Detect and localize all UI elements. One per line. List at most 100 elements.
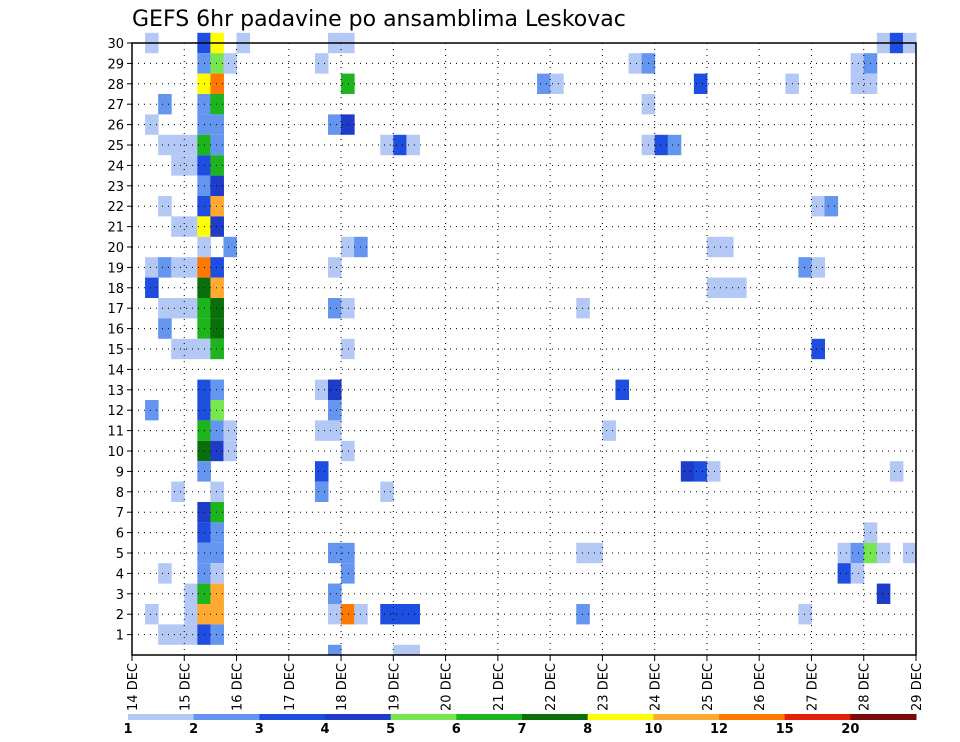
- legend-label: 15: [776, 722, 794, 737]
- legend-label: 7: [517, 722, 526, 737]
- legend-swatch: [456, 714, 523, 720]
- y-tick-label: 8: [116, 486, 124, 501]
- legend-label: 2: [189, 722, 198, 737]
- y-tick-label: 21: [107, 221, 124, 236]
- data-cell: [184, 583, 198, 604]
- x-tick-label: 26 DEC: [753, 663, 768, 711]
- data-cell: [889, 461, 904, 482]
- y-tick-label: 19: [107, 261, 124, 276]
- data-cell: [184, 134, 198, 156]
- data-cell: [210, 73, 224, 94]
- data-cell: [158, 94, 172, 115]
- data-cell: [158, 196, 172, 217]
- data-cell: [328, 298, 342, 319]
- data-cell: [811, 196, 826, 217]
- data-cell: [210, 481, 224, 502]
- data-cell: [158, 298, 172, 319]
- data-cell: [184, 338, 198, 360]
- data-cell: [171, 257, 185, 278]
- data-cell: [171, 216, 185, 237]
- legend-swatch: [522, 714, 589, 720]
- y-tick-label: 9: [116, 465, 124, 480]
- legend-swatch: [587, 714, 654, 720]
- data-cell: [158, 318, 172, 339]
- data-cell: [328, 114, 342, 135]
- data-cell: [328, 400, 342, 421]
- data-cell: [210, 318, 224, 339]
- data-cell: [171, 338, 185, 360]
- data-cell: [341, 440, 355, 462]
- data-cell: [341, 73, 355, 94]
- data-cell: [380, 481, 394, 502]
- data-cell: [210, 175, 224, 196]
- data-cell: [798, 257, 812, 278]
- y-tick-label: 20: [107, 241, 124, 256]
- data-cell: [210, 134, 224, 156]
- data-cell: [393, 134, 407, 156]
- data-cell: [380, 134, 394, 156]
- data-cell: [811, 338, 826, 360]
- data-cell: [314, 481, 329, 502]
- y-tick-label: 24: [107, 159, 124, 174]
- y-tick-label: 13: [107, 384, 124, 399]
- data-cell: [210, 277, 224, 298]
- y-tick-label: 7: [116, 506, 124, 521]
- data-cell: [210, 114, 224, 135]
- data-cell: [537, 73, 551, 94]
- data-cell: [589, 542, 603, 564]
- legend-swatch: [193, 714, 260, 720]
- legend-label: 20: [841, 722, 859, 737]
- data-cell: [693, 73, 708, 94]
- data-cell: [210, 400, 224, 421]
- x-tick-label: 22 DEC: [544, 663, 559, 711]
- x-tick-label: 27 DEC: [805, 663, 820, 711]
- data-cell: [210, 522, 224, 543]
- data-cell: [184, 216, 198, 237]
- y-tick-label: 15: [107, 343, 124, 358]
- data-cell: [314, 420, 329, 441]
- x-tick-label: 16 DEC: [231, 663, 246, 711]
- y-tick-label: 5: [116, 547, 124, 562]
- data-cell: [902, 542, 917, 564]
- y-tick-label: 29: [107, 57, 124, 72]
- data-cell: [328, 379, 342, 400]
- data-cell: [615, 379, 630, 400]
- data-cell: [223, 236, 238, 258]
- data-cell: [550, 73, 564, 94]
- data-cell: [850, 53, 865, 74]
- data-cell: [328, 644, 342, 655]
- y-tick-label: 27: [107, 98, 124, 113]
- legend-swatch: [325, 714, 392, 720]
- data-cell: [223, 440, 238, 462]
- data-cell: [850, 563, 865, 584]
- data-cell: [406, 134, 420, 156]
- data-cell: [393, 604, 407, 625]
- data-cell: [406, 604, 420, 625]
- data-cell: [145, 400, 159, 421]
- data-cell: [680, 461, 695, 482]
- data-cell: [210, 542, 224, 564]
- data-cell: [328, 257, 342, 278]
- data-cell: [210, 196, 224, 217]
- legend-label: 8: [583, 722, 592, 737]
- data-cell: [210, 604, 224, 625]
- data-cell: [328, 604, 342, 625]
- data-cell: [341, 563, 355, 584]
- y-tick-label: 17: [107, 302, 124, 317]
- data-cell: [171, 155, 185, 176]
- data-cell: [184, 624, 198, 645]
- data-cell: [393, 644, 407, 655]
- data-cell: [210, 298, 224, 319]
- data-cell: [210, 583, 224, 604]
- data-cell: [145, 604, 159, 625]
- x-tick-label: 28 DEC: [858, 663, 873, 711]
- x-tick-label: 21 DEC: [492, 663, 507, 711]
- data-cell: [576, 604, 590, 625]
- legend-label: 4: [320, 722, 329, 737]
- data-cell: [824, 196, 839, 217]
- data-cell: [837, 542, 852, 564]
- data-cell: [145, 257, 159, 278]
- data-cell: [576, 542, 590, 564]
- data-cell: [184, 155, 198, 176]
